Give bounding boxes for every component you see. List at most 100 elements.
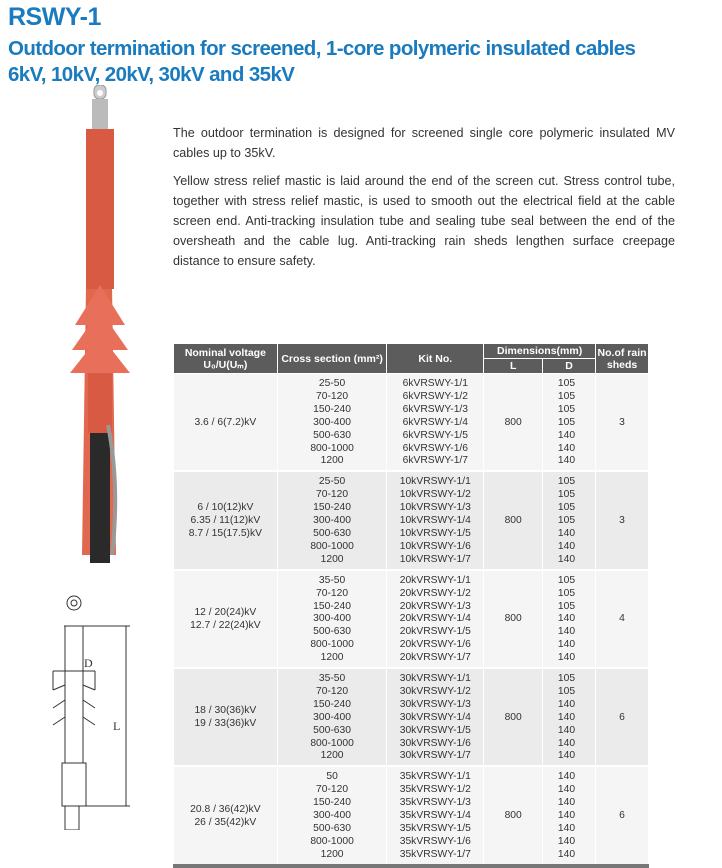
voltage-cell-line: 19 / 33(36)kV bbox=[194, 718, 257, 730]
diameter-cell-line: 105 bbox=[557, 600, 576, 612]
cross-section-cell-line: 800-1000 bbox=[310, 540, 354, 552]
kit-no-cell-line: 35kVRSWY-1/6 bbox=[399, 835, 471, 847]
diameter-cell-line: 105 bbox=[557, 515, 576, 527]
kit-no-cell-line: 10kVRSWY-1/3 bbox=[399, 502, 471, 514]
kit-no-cell-line: 10kVRSWY-1/6 bbox=[399, 540, 471, 552]
kit-no-cell-line: 10kVRSWY-1/5 bbox=[399, 527, 471, 539]
cross-section-cell: 25-50 70-120 150-240 300-400 500-630 800-1000… bbox=[276, 471, 388, 570]
cross-section-cell-line: 1200 bbox=[320, 750, 344, 762]
diameter-cell-line: 105 bbox=[557, 574, 576, 586]
cross-section-cell-line: 70-120 bbox=[316, 685, 349, 697]
cross-section-cell: 35-50 70-120 150-240 300-400 500-630 800-1000… bbox=[276, 569, 388, 669]
rain-sheds-cell: 6 bbox=[595, 766, 649, 866]
diameter-cell-line: 140 bbox=[557, 639, 576, 651]
diameter-cell-line: 140 bbox=[557, 613, 576, 625]
diameter-cell-line: 140 bbox=[557, 797, 576, 809]
voltage-cell-line: 18 / 30(36)kV bbox=[194, 705, 257, 717]
kit-no-cell: 35kVRSWY-1/1 35kVRSWY-1/2 35kVRSWY-1/3 35kV… bbox=[386, 766, 485, 866]
kit-no-cell-line: 35kVRSWY-1/7 bbox=[399, 848, 471, 860]
header-l: L bbox=[483, 358, 544, 374]
diameter-cell-line: 140 bbox=[557, 823, 576, 834]
diameter-cell-line: 140 bbox=[557, 711, 576, 723]
kit-no-cell-line: 10kVRSWY-1/1 bbox=[399, 476, 471, 488]
page-title: Outdoor termination for screened, 1-core… bbox=[8, 36, 636, 88]
diameter-cell-line: 140 bbox=[557, 442, 576, 454]
diameter-cell-line: 105 bbox=[557, 587, 576, 599]
voltage-cell-line: 8.7 / 15(17.5)kV bbox=[188, 527, 262, 539]
diameter-cell-line: 140 bbox=[557, 429, 576, 441]
table-row: 6 / 10(12)kV 6.35 / 11(12)kV 8.7 / 15(17.5… bbox=[173, 471, 649, 570]
rain-sheds-cell: 6 bbox=[595, 668, 649, 767]
cross-section-cell: 50 70-120 150-240 300-400 500-630 800-1000 120… bbox=[276, 766, 388, 866]
diameter-cell: 105 105 105 140 140 140 140 bbox=[542, 569, 597, 669]
cross-section-cell-line: 500-630 bbox=[313, 626, 351, 638]
diameter-cell-line: 140 bbox=[557, 784, 576, 796]
product-model: RSWY-1 bbox=[8, 3, 101, 31]
diameter-cell-line: 140 bbox=[557, 540, 576, 552]
diameter-cell-line: 140 bbox=[557, 750, 576, 762]
cross-section-cell-line: 70-120 bbox=[316, 784, 349, 796]
diameter-cell: 105 105 105 105 140 140 140 bbox=[542, 471, 597, 570]
description: The outdoor termination is designed for … bbox=[173, 123, 675, 279]
kit-no-cell: 20kVRSWY-1/1 20kVRSWY-1/2 20kVRSWY-1/3 20kV… bbox=[386, 569, 485, 669]
cross-section-cell-line: 150-240 bbox=[313, 698, 351, 710]
diameter-cell: 140 140 140 140 140 140 140 bbox=[542, 766, 597, 866]
voltage-cell: 18 / 30(36)kV 19 / 33(36)kV bbox=[173, 668, 278, 767]
description-paragraph: The outdoor termination is designed for … bbox=[173, 126, 675, 160]
header-dimensions: Dimensions(mm) bbox=[483, 343, 597, 359]
cross-section-cell-line: 800-1000 bbox=[310, 835, 354, 847]
kit-no-cell-line: 6kVRSWY-1/1 bbox=[402, 378, 469, 389]
kit-no-cell-line: 6kVRSWY-1/7 bbox=[402, 455, 469, 467]
diameter-cell-line: 105 bbox=[557, 673, 576, 685]
cross-section-cell-line: 800-1000 bbox=[310, 737, 354, 749]
diameter-cell-line: 140 bbox=[557, 553, 576, 565]
specification-table: Nominal voltage U₀/U(Uₘ) Cross section (m… bbox=[173, 343, 649, 868]
cross-section-cell-line: 70-120 bbox=[316, 587, 349, 599]
product-photo bbox=[70, 85, 130, 563]
voltage-cell-line: 12 / 20(24)kV bbox=[194, 606, 257, 618]
cross-section-cell-line: 1200 bbox=[320, 553, 344, 565]
diameter-cell-line: 105 bbox=[557, 416, 576, 428]
cross-section-cell-line: 150-240 bbox=[313, 502, 351, 514]
voltage-cell: 3.6 / 6(7.2)kV bbox=[173, 373, 278, 472]
cross-section-cell: 35-50 70-120 150-240 300-400 500-630 800-1000… bbox=[276, 668, 388, 767]
cross-section-cell-line: 150-240 bbox=[313, 600, 351, 612]
cross-section-cell-line: 800-1000 bbox=[310, 639, 354, 651]
cross-section-cell-line: 500-630 bbox=[313, 429, 351, 441]
kit-no-cell: 6kVRSWY-1/1 6kVRSWY-1/2 6kVRSWY-1/3 6kVRSWY… bbox=[386, 373, 485, 472]
cross-section-cell: 25-50 70-120 150-240 300-400 500-630 800-1000… bbox=[276, 373, 388, 472]
diameter-cell-line: 105 bbox=[557, 390, 576, 402]
title-line: Outdoor termination for screened, 1-core… bbox=[8, 37, 636, 60]
kit-no-cell-line: 6kVRSWY-1/5 bbox=[402, 429, 469, 441]
cross-section-cell-line: 300-400 bbox=[313, 711, 351, 723]
diameter-cell: 105 105 105 105 140 140 140 bbox=[542, 373, 597, 472]
cross-section-cell-line: 70-120 bbox=[316, 390, 349, 402]
length-cell: 800 bbox=[483, 569, 544, 669]
cross-section-cell-line: 300-400 bbox=[313, 810, 351, 822]
kit-no-cell-line: 35kVRSWY-1/1 bbox=[399, 771, 471, 783]
header-d: D bbox=[542, 358, 597, 374]
diameter-cell-line: 140 bbox=[557, 455, 576, 467]
cross-section-cell-line: 300-400 bbox=[313, 515, 351, 527]
kit-no-cell-line: 35kVRSWY-1/4 bbox=[399, 810, 471, 822]
cross-section-cell-line: 500-630 bbox=[313, 823, 351, 834]
voltage-cell-line: 26 / 35(42)kV bbox=[194, 816, 257, 828]
cross-section-cell-line: 500-630 bbox=[313, 724, 351, 736]
kit-no-cell-line: 30kVRSWY-1/1 bbox=[399, 673, 471, 685]
kit-no-cell-line: 30kVRSWY-1/4 bbox=[399, 711, 471, 723]
diameter-cell-line: 105 bbox=[557, 476, 576, 488]
voltage-cell: 20.8 / 36(42)kV 26 / 35(42)kV bbox=[173, 766, 278, 866]
kit-no-cell: 10kVRSWY-1/1 10kVRSWY-1/2 10kVRSWY-1/3 10kV… bbox=[386, 471, 485, 570]
length-cell: 800 bbox=[483, 471, 544, 570]
cross-section-cell-line: 150-240 bbox=[313, 797, 351, 809]
diameter-cell: 105 105 140 140 140 140 140 bbox=[542, 668, 597, 767]
kit-no-cell-line: 35kVRSWY-1/5 bbox=[399, 823, 471, 834]
diameter-cell-line: 140 bbox=[557, 698, 576, 710]
cross-section-cell-line: 25-50 bbox=[318, 378, 346, 389]
diameter-cell-line: 140 bbox=[557, 737, 576, 749]
header-kit-no: Kit No. bbox=[386, 343, 485, 374]
kit-no-cell-line: 35kVRSWY-1/3 bbox=[399, 797, 471, 809]
kit-no-cell-line: 10kVRSWY-1/2 bbox=[399, 489, 471, 501]
voltage-cell-line: 12.7 / 22(24)kV bbox=[190, 619, 261, 631]
kit-no-cell-line: 20kVRSWY-1/7 bbox=[399, 652, 471, 664]
